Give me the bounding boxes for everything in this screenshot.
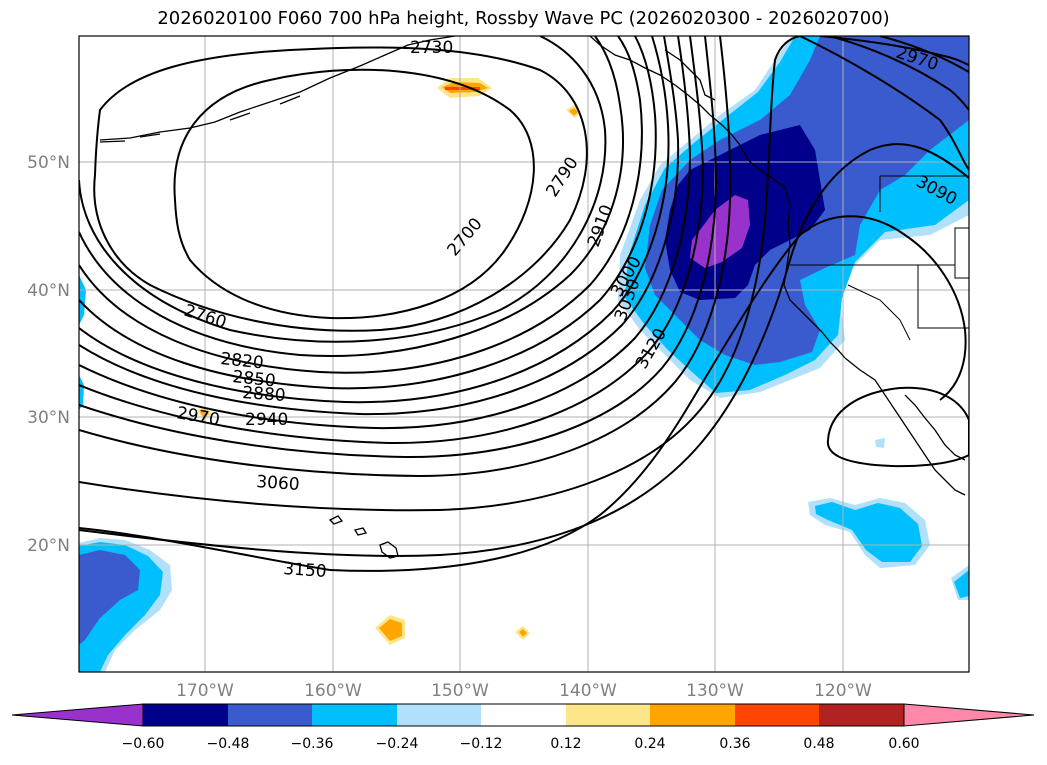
contour-label-2940: 2940 — [245, 410, 288, 430]
lon-tick-130W: 130°W — [686, 681, 744, 701]
colorbar-bin-5 — [481, 704, 566, 726]
colorbar-bin-1 — [143, 704, 228, 726]
borders — [790, 175, 969, 341]
negative-anomaly-sw-mid — [79, 550, 140, 645]
contour-label-3060: 3060 — [256, 472, 301, 495]
map-title: 2026020100 F060 700 hPa height, Rossby W… — [157, 8, 890, 29]
colorbar-tick-8: 0.36 — [719, 736, 750, 752]
colorbar-tick-4: −0.24 — [376, 736, 419, 752]
colorbar-bin-7 — [650, 704, 735, 726]
lat-tick-20N: 20°N — [27, 536, 70, 556]
colorbar-tick-7: 0.24 — [634, 736, 665, 752]
negative-anomaly-mexico-blue — [815, 502, 922, 562]
contour-label-2820: 2820 — [219, 349, 264, 373]
contour-label-2880: 2880 — [242, 383, 287, 406]
colorbar-tick-1: −0.60 — [122, 736, 165, 752]
lon-tick-150W: 150°W — [431, 681, 489, 701]
negative-anomaly-purple — [690, 195, 750, 268]
lat-ticks: 50°N 40°N 30°N 20°N — [27, 153, 70, 556]
colorbar-tick-2: −0.48 — [207, 736, 250, 752]
gridlines — [79, 36, 969, 672]
colorbar-tick-3: −0.36 — [291, 736, 334, 752]
contour-label-2730: 2730 — [410, 38, 453, 58]
colorbar-min-extend — [11, 703, 144, 727]
anomaly-shading — [79, 36, 969, 672]
lat-tick-50N: 50°N — [27, 153, 70, 173]
lon-ticks: 170°W 160°W 150°W 140°W 130°W 120°W — [176, 681, 872, 701]
lat-tick-40N: 40°N — [27, 281, 70, 301]
colorbar-tick-5: −0.12 — [460, 736, 503, 752]
colorbar-max-extend — [903, 703, 1035, 727]
colorbar: −0.60 −0.48 −0.36 −0.24 −0.12 0.12 0.24 … — [11, 703, 1035, 752]
colorbar-bin-2 — [228, 704, 312, 726]
colorbar-tick-10: 0.60 — [888, 736, 919, 752]
contour-label-3150: 3150 — [283, 559, 328, 582]
colorbar-bin-8 — [735, 704, 819, 726]
contour-label-2850: 2850 — [231, 367, 276, 391]
lon-tick-140W: 140°W — [559, 681, 617, 701]
lon-tick-170W: 170°W — [176, 681, 234, 701]
colorbar-bin-4 — [397, 704, 481, 726]
lon-tick-160W: 160°W — [304, 681, 362, 701]
map-frame — [78, 35, 970, 673]
colorbar-tick-6: 0.12 — [550, 736, 581, 752]
lat-tick-30N: 30°N — [27, 408, 70, 428]
colorbar-bin-3 — [312, 704, 397, 726]
lon-tick-120W: 120°W — [814, 681, 872, 701]
height-contours — [79, 36, 969, 572]
colorbar-tick-9: 0.48 — [803, 736, 834, 752]
colorbar-bin-6 — [566, 704, 650, 726]
colorbar-bin-9 — [819, 704, 904, 726]
